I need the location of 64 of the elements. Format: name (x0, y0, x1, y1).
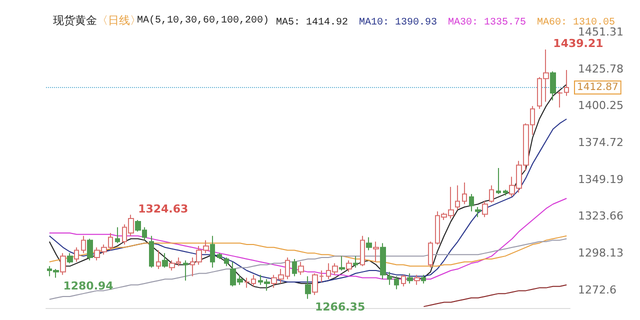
line-series (48, 198, 568, 280)
candlestick (414, 274, 420, 286)
candlestick (67, 252, 73, 264)
candlestick (462, 182, 467, 205)
y-tick-label: 1323.66 (578, 210, 624, 223)
candlestick (421, 274, 426, 284)
candlestick (387, 271, 392, 286)
candlestick (210, 235, 215, 268)
candlestick (81, 235, 86, 254)
ref-line-label: 1412.87 (577, 82, 618, 93)
annotation: 1266.35 (315, 300, 366, 314)
candlestick (183, 260, 188, 282)
text: MA5: 1414.92 (276, 18, 348, 28)
candlestick (60, 252, 66, 276)
line-series (48, 235, 568, 267)
annotation: 1439.21 (553, 36, 604, 50)
legend-title: MA(5,10,30,60,100,200) (137, 14, 270, 26)
annotation: 1324.63 (138, 202, 188, 216)
y-tick-label: 1349.19 (578, 172, 624, 186)
y-tick-label: 1298.13 (578, 246, 624, 260)
line-series (48, 84, 568, 288)
candlestick (292, 258, 297, 277)
candlestick (394, 276, 399, 290)
candlestick (469, 194, 474, 212)
candlestick (475, 206, 481, 218)
candlestick (156, 250, 161, 270)
candlestick (217, 252, 222, 260)
candlestick (407, 272, 413, 284)
line-series (48, 238, 568, 300)
candlestick (305, 276, 311, 300)
y-tick-label: 1374.72 (578, 136, 624, 149)
candlestick (428, 241, 433, 268)
candlestick (360, 235, 365, 267)
candlestick (346, 260, 352, 272)
candlestick (503, 189, 508, 196)
y-tick-label: 1425.78 (578, 62, 624, 76)
candlestick (339, 256, 345, 271)
candlestick (496, 168, 501, 195)
annotation: 1280.94 (63, 279, 114, 292)
y-tick-label: 1400.25 (578, 99, 624, 112)
candlestick (87, 238, 93, 261)
candlestick (298, 261, 304, 276)
candlestick (353, 256, 358, 268)
candlestick (455, 184, 460, 210)
candlestick (366, 236, 372, 251)
candlestick (380, 242, 386, 280)
candlestick (489, 184, 494, 204)
line-series (423, 284, 568, 308)
y-tick-label: 1272.6 (578, 283, 616, 296)
candlestick (162, 252, 168, 268)
line-series (48, 118, 568, 283)
chart-title: 现货黄金 (53, 14, 97, 27)
y-tick-label: 1451.31 (578, 26, 624, 38)
candlestick (74, 246, 79, 262)
text: MA60: 1310.05 (537, 18, 616, 28)
candlestick (373, 241, 379, 262)
candlestick (224, 257, 229, 267)
candlestick (115, 226, 120, 244)
candlestick (550, 70, 556, 101)
text: MA10: 1390.93 (359, 18, 438, 28)
text: MA30: 1335.75 (448, 18, 526, 28)
candlestick (149, 235, 154, 268)
candlestick (401, 274, 406, 287)
candlestick (482, 200, 488, 218)
